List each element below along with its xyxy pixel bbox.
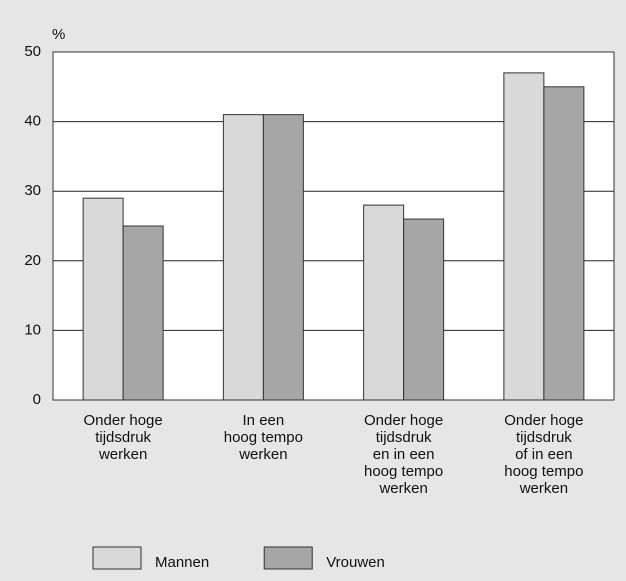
y-axis-unit: %: [52, 26, 65, 43]
legend-label: Mannen: [155, 554, 209, 571]
bar: [122, 225, 164, 401]
bar: [82, 197, 124, 401]
legend-swatch: [92, 546, 142, 570]
y-tick-label: 10: [24, 321, 41, 338]
x-tick-label: In een hoog tempo werken: [223, 412, 303, 463]
legend-swatch: [263, 546, 313, 570]
x-tick-label: Onder hoge tijdsdruk en in een hoog temp…: [364, 412, 444, 497]
y-tick-label: 20: [24, 252, 41, 269]
y-tick-label: 40: [24, 113, 41, 130]
bar: [543, 86, 585, 401]
x-tick-label: Onder hoge tijdsdruk of in een hoog temp…: [504, 412, 584, 497]
legend-label: Vrouwen: [326, 554, 385, 571]
plot-border: [52, 51, 615, 401]
bar: [403, 218, 445, 401]
bar: [503, 72, 545, 401]
y-tick-label: 0: [33, 391, 41, 408]
bar: [363, 204, 405, 401]
bar: [262, 114, 304, 401]
y-tick-label: 50: [24, 43, 41, 60]
x-tick-label: Onder hoge tijdsdruk werken: [83, 412, 163, 463]
bar: [222, 114, 264, 401]
y-tick-label: 30: [24, 182, 41, 199]
